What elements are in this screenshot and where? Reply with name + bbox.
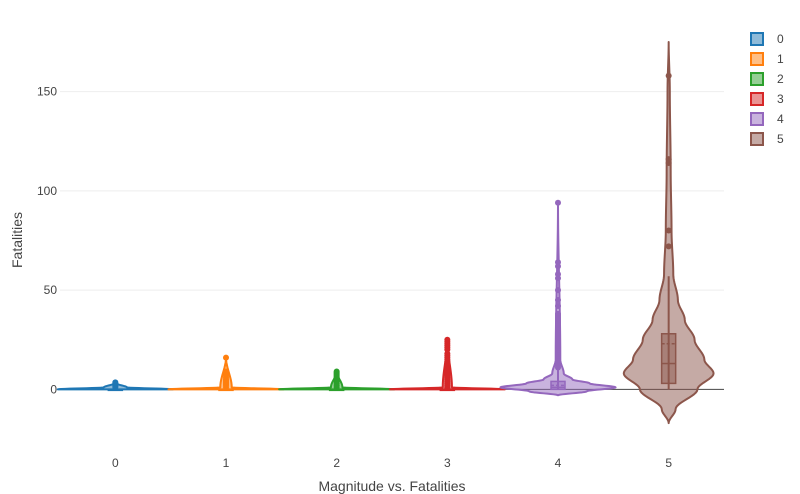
- x-tick-label: 2: [333, 456, 340, 470]
- legend-swatch: [750, 72, 764, 86]
- outlier-point: [665, 243, 672, 250]
- legend-swatch: [750, 112, 764, 126]
- x-tick-label: 3: [444, 456, 451, 470]
- x-tick-label: 1: [223, 456, 230, 470]
- y-tick-label: 100: [37, 184, 57, 198]
- outlier-point: [555, 199, 561, 206]
- outlier-point: [665, 156, 672, 163]
- violin-1: [167, 354, 285, 392]
- violin-3: [388, 336, 506, 392]
- x-tick-label: 0: [112, 456, 119, 470]
- outlier-point: [555, 271, 561, 278]
- outlier-point: [555, 259, 561, 266]
- y-axis-title: Fatalities: [9, 212, 25, 268]
- outlier-point: [223, 354, 229, 361]
- outlier-point: [555, 310, 561, 317]
- legend-label: 5: [777, 132, 784, 146]
- legend-swatch: [750, 32, 764, 46]
- violin-plot-area: [56, 40, 715, 425]
- violin-5: [622, 40, 715, 425]
- violin-0: [56, 379, 174, 392]
- outlier-point: [112, 379, 119, 386]
- outlier-point: [555, 287, 561, 294]
- gridlines: [60, 91, 724, 390]
- legend: 0 1 2 3 4 5: [750, 32, 784, 146]
- outlier-point: [223, 368, 229, 375]
- quartile-box: [660, 333, 677, 385]
- x-axis-ticks: 0 1 2 3 4 5: [112, 456, 672, 470]
- violin-4: [499, 199, 617, 397]
- outlier-point: [665, 227, 672, 234]
- y-tick-label: 0: [50, 382, 57, 396]
- legend-label: 2: [777, 72, 784, 86]
- y-tick-label: 150: [37, 85, 57, 99]
- violin-2: [278, 368, 396, 392]
- legend-label: 3: [777, 92, 784, 106]
- x-axis-title: Magnitude vs. Fatalities: [318, 478, 465, 494]
- y-axis-ticks: 0 50 100 150: [37, 85, 57, 397]
- legend-swatch: [750, 92, 764, 106]
- legend-swatch: [750, 132, 764, 146]
- legend-label: 4: [777, 112, 784, 126]
- outlier-point: [444, 336, 451, 343]
- y-tick-label: 50: [44, 283, 58, 297]
- x-tick-label: 4: [555, 456, 562, 470]
- legend-label: 1: [777, 52, 784, 66]
- outlier-point: [555, 297, 561, 304]
- legend-label: 0: [777, 32, 784, 46]
- outlier-point: [665, 72, 672, 79]
- outlier-point: [555, 302, 561, 309]
- outlier-point: [333, 368, 340, 375]
- legend-swatch: [750, 52, 764, 66]
- x-tick-label: 5: [665, 456, 672, 470]
